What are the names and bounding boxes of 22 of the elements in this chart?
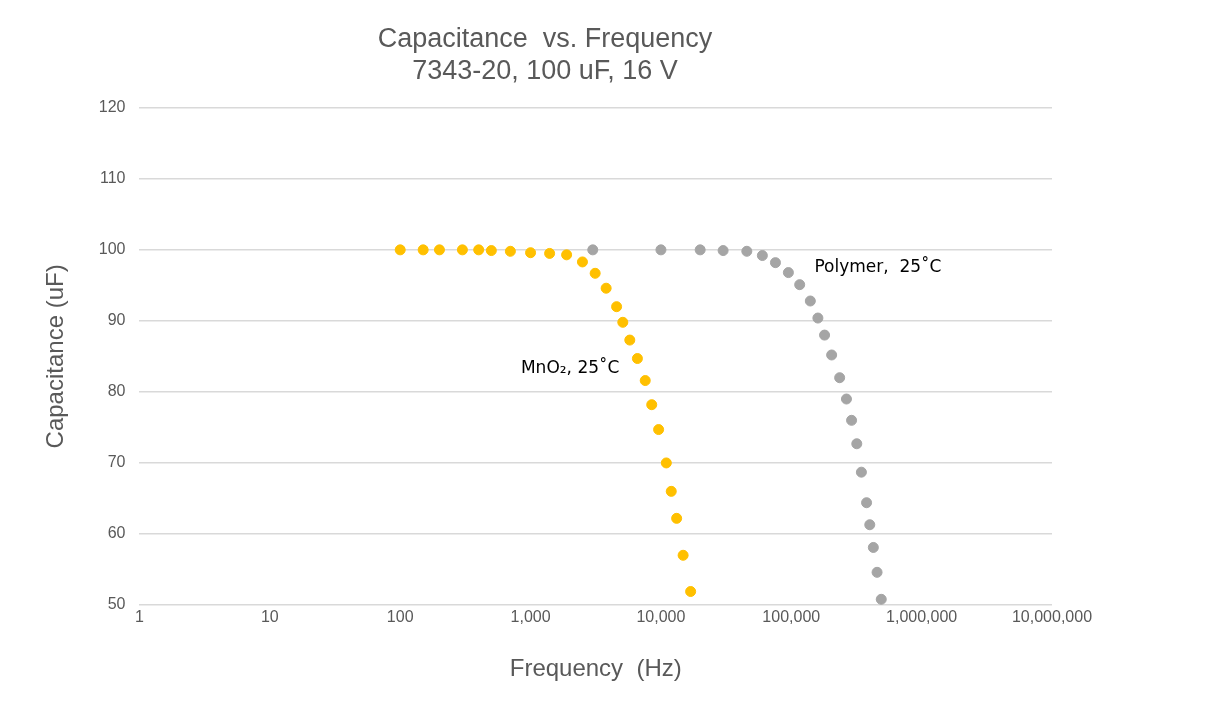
x-tick-label: 1 — [135, 608, 145, 626]
y-tick-label: 80 — [107, 382, 126, 400]
y-tick-label: 60 — [107, 524, 126, 542]
y-tick-label: 70 — [107, 453, 126, 471]
y-axis-title: Capacitance (uF) — [41, 264, 69, 449]
x-tick-label: 100,000 — [762, 608, 821, 626]
x-tick-label: 10,000,000 — [1011, 608, 1093, 626]
x-tick-label: 1,000 — [510, 608, 551, 626]
y-tick-label: 120 — [98, 98, 126, 116]
series-label: MnO₂, 25˚C — [520, 356, 620, 377]
series-label: Polymer, 25˚C — [814, 256, 942, 277]
x-tick-label: 10,000 — [636, 608, 686, 626]
y-tick-label: 50 — [107, 595, 126, 613]
chart-subtitle: 7343-20, 100 uF, 16 V — [412, 55, 678, 86]
y-tick-label: 100 — [98, 240, 126, 258]
x-tick-label: 1,000,000 — [886, 608, 958, 626]
x-axis-title: Frequency (Hz) — [509, 654, 682, 682]
y-tick-label: 110 — [99, 169, 126, 187]
y-tick-label: 90 — [107, 311, 126, 329]
x-tick-label: 10 — [260, 608, 279, 626]
x-tick-label: 100 — [386, 608, 414, 626]
chart-title: Capacitance vs. Frequency — [377, 22, 713, 53]
